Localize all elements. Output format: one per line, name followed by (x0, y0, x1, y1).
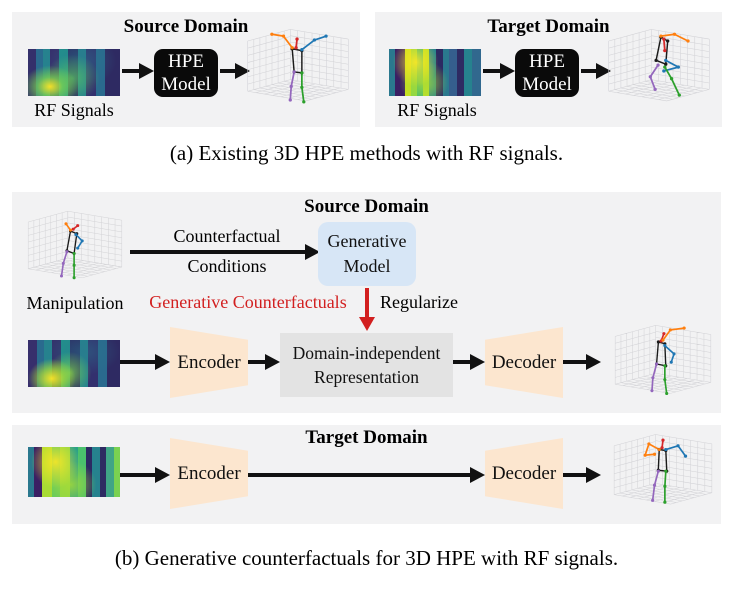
panel-a-source-title: Source Domain (123, 16, 249, 37)
encoder-label: Encoder (177, 462, 241, 484)
generative-model-box: Generative Model (318, 222, 416, 286)
encoder-box: Encoder (170, 438, 248, 509)
panel-a-source: Source Domain RF Signals HPE Model (12, 12, 360, 127)
arrow-spec-to-encoder (120, 360, 156, 364)
hpe-model-line1: HPE (168, 51, 204, 72)
generative-model-line1: Generative (327, 231, 407, 251)
arrow-spec-to-encoder (120, 473, 156, 477)
caption-a: (a) Existing 3D HPE methods with RF sign… (169, 141, 564, 165)
encoder-box: Encoder (170, 327, 248, 398)
manipulation-label: Manipulation (26, 293, 124, 313)
hpe-model-line1: HPE (529, 51, 565, 72)
arrow-decoder-to-pose (563, 360, 587, 364)
arrow-regularize (365, 288, 369, 318)
caption-b: (b) Generative counterfactuals for 3D HP… (114, 546, 619, 570)
representation-box: Domain-independent Representation (280, 333, 453, 397)
skeleton-plot-b-target (604, 427, 722, 521)
panel-b-source: Source Domain Manipulation Counterfactua… (12, 192, 721, 413)
counterfactual-conditions-line1: Counterfactual (173, 226, 281, 246)
panel-a-target: Target Domain RF Signals HPE Model (375, 12, 722, 127)
hpe-model-line2: Model (161, 74, 211, 95)
generative-model-line2: Model (343, 256, 391, 276)
panel-b-target-title: Target Domain (305, 427, 428, 448)
arrow-encoder-to-decoder (248, 473, 471, 477)
arrow-encoder-to-repr (248, 360, 266, 364)
decoder-label: Decoder (491, 351, 557, 373)
arrow-repr-to-decoder (453, 360, 471, 364)
arrow-hpe-to-pose (220, 69, 236, 73)
rf-signals-label: RF Signals (397, 100, 477, 120)
counterfactual-conditions-line2: Conditions (187, 256, 267, 276)
decoder-box: Decoder (485, 438, 563, 509)
panel-b-source-title: Source Domain (304, 196, 429, 217)
arrow-decoder-to-pose (563, 473, 587, 477)
panel-a-target-title: Target Domain (487, 16, 610, 37)
skeleton-plot-a-target (601, 18, 717, 122)
rf-spectrogram-b-target (28, 447, 120, 497)
rf-spectrogram-a-source (28, 49, 120, 96)
rf-spectrogram-b-source (28, 340, 120, 387)
panel-b-target: Target Domain Encoder Decoder (12, 425, 721, 524)
arrow-spec-to-hpe (122, 69, 140, 73)
generative-counterfactuals-label: Generative Counterfactuals (149, 292, 347, 312)
rf-signals-label: RF Signals (34, 100, 114, 120)
arrow-conditions (130, 250, 306, 254)
encoder-label: Encoder (177, 351, 241, 373)
skeleton-plot-a-source (240, 18, 356, 122)
skeleton-plot-b-source (604, 318, 722, 410)
representation-line1: Domain-independent (292, 343, 441, 363)
arrow-spec-to-hpe (483, 69, 501, 73)
hpe-model-box: HPE Model (515, 49, 579, 97)
skeleton-plot-manipulation (20, 204, 130, 294)
decoder-label: Decoder (491, 462, 557, 484)
rf-spectrogram-a-target (389, 49, 481, 96)
arrow-hpe-to-pose (581, 69, 597, 73)
hpe-model-line2: Model (522, 74, 572, 95)
representation-line2: Representation (314, 367, 419, 387)
decoder-box: Decoder (485, 327, 563, 398)
hpe-model-box: HPE Model (154, 49, 218, 97)
regularize-label: Regularize (380, 292, 458, 312)
